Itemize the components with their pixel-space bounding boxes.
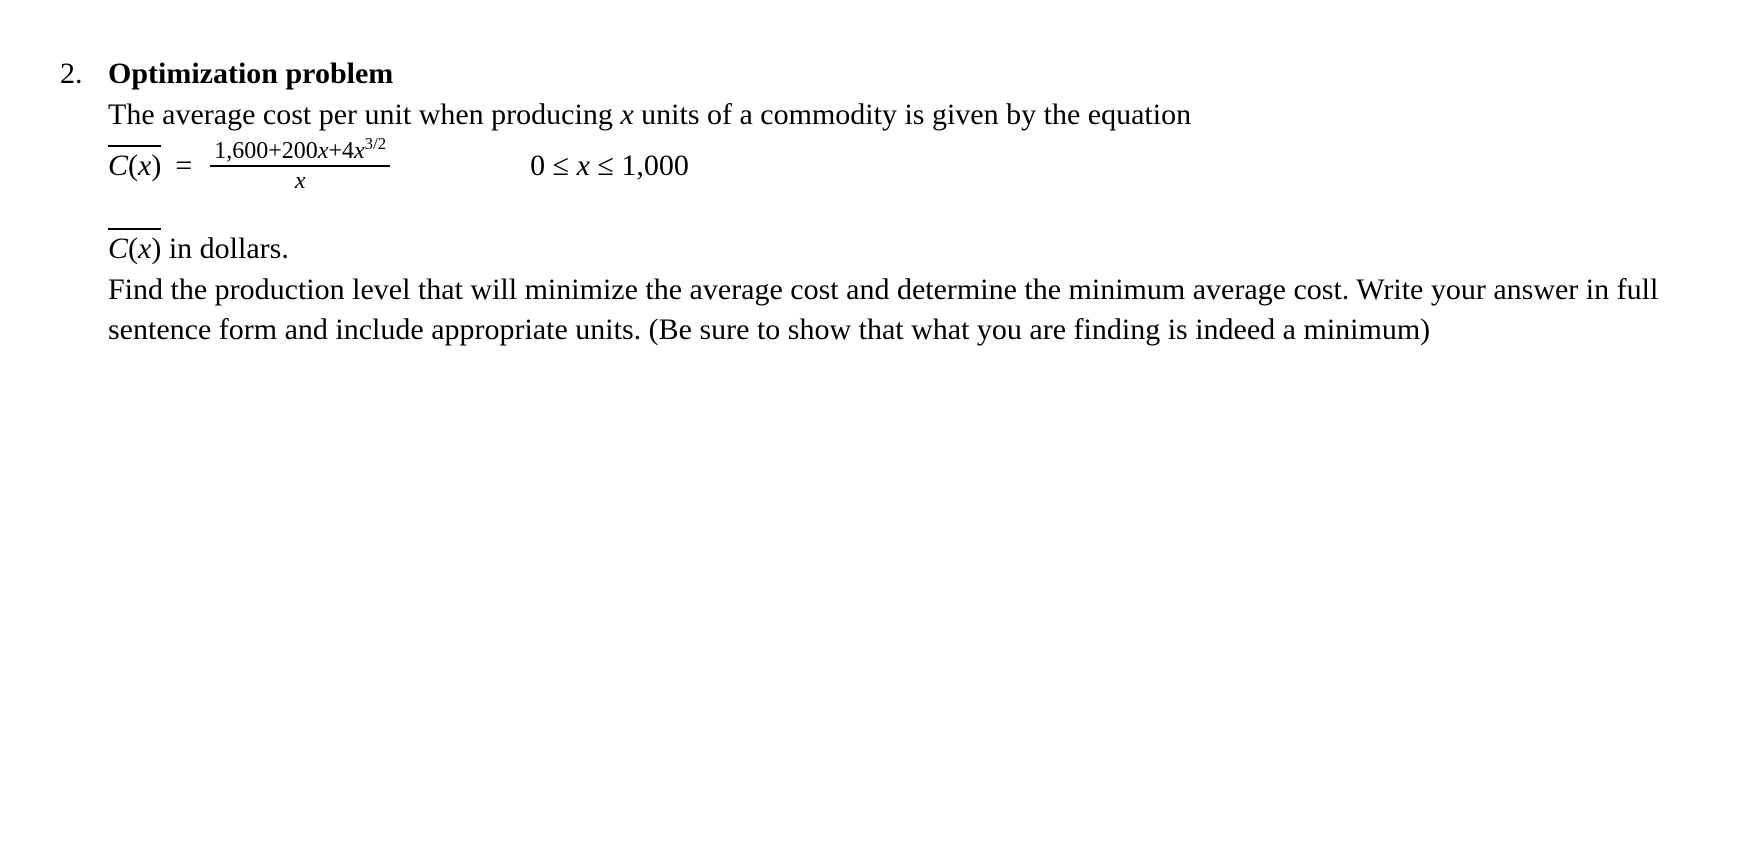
cbar-x: x	[138, 149, 151, 182]
num-b: +4	[328, 138, 354, 164]
cbar2-x: x	[138, 232, 151, 265]
cbar2-C: C	[108, 232, 128, 265]
num-a: 1,600+200	[214, 138, 318, 164]
problem: 2. Optimization problem The average cost…	[60, 54, 1683, 351]
domain-b: ≤ 1,000	[590, 149, 689, 182]
cbar2-open: (	[128, 232, 138, 265]
paragraph-2: C(x) in dollars.	[108, 229, 1668, 270]
num-exp: 3/2	[365, 134, 386, 153]
cbar2-close: )	[151, 232, 161, 265]
intro-text-a: The average cost per unit when producing	[108, 98, 620, 131]
paragraph-3: Find the production level that will mini…	[108, 270, 1668, 351]
domain-x: x	[577, 149, 590, 182]
fraction-denominator: x	[295, 167, 306, 193]
title-line: Optimization problem	[108, 54, 1668, 95]
cbar-C: C	[108, 149, 128, 182]
cbar-fn-2: C(x)	[108, 229, 161, 270]
num-x2: x	[354, 138, 365, 164]
problem-title: Optimization problem	[108, 57, 393, 90]
intro-line: The average cost per unit when producing…	[108, 95, 1668, 136]
domain-a: 0 ≤	[530, 149, 576, 182]
p2-text: in dollars.	[161, 232, 289, 265]
fraction-numerator: 1,600+200x+4x3/2	[210, 139, 390, 167]
cbar-close: )	[151, 149, 161, 182]
equals-sign: =	[175, 146, 192, 187]
page: 2. Optimization problem The average cost…	[0, 0, 1743, 351]
cbar-open: (	[128, 149, 138, 182]
intro-var-x: x	[620, 98, 633, 131]
domain: 0 ≤ x ≤ 1,000	[530, 146, 689, 187]
num-x1: x	[318, 138, 329, 164]
problem-body: Optimization problem The average cost pe…	[108, 54, 1668, 351]
equation-row: C(x) = 1,600+200x+4x3/2 x 0 ≤ x ≤ 1,000	[108, 139, 1668, 193]
intro-text-b: units of a commodity is given by the equ…	[634, 98, 1191, 131]
problem-number: 2.	[60, 54, 108, 95]
cbar-fn: C(x)	[108, 146, 161, 187]
fraction: 1,600+200x+4x3/2 x	[210, 139, 390, 193]
